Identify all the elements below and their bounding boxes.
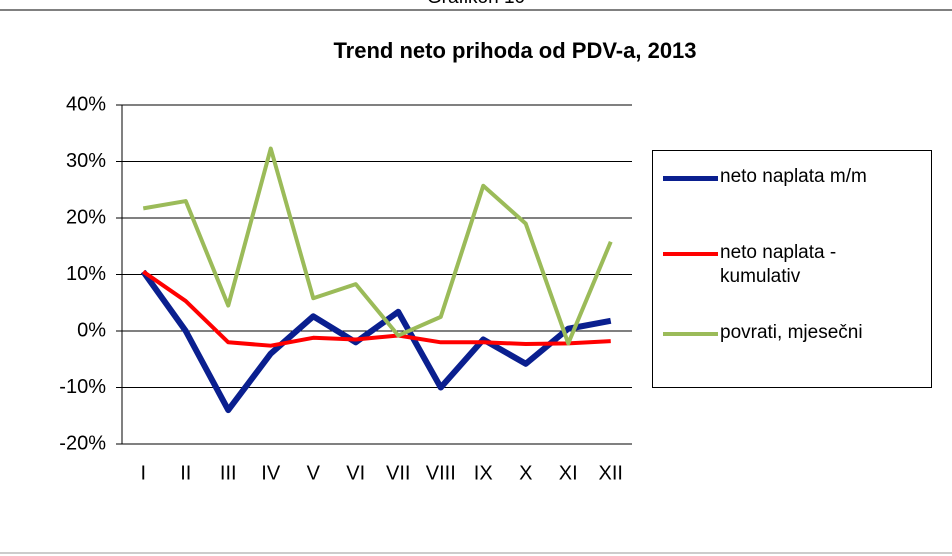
legend-item: povrati, mjesečni: [663, 321, 920, 345]
legend-label: neto naplata m/m: [720, 166, 867, 187]
series-line: [142, 146, 613, 346]
series-line: [140, 269, 612, 414]
x-tick-label: X: [519, 462, 532, 484]
x-tick-label: IX: [474, 462, 493, 484]
y-tick-label: 30%: [66, 150, 106, 172]
y-tick-label: 20%: [66, 206, 106, 228]
x-tick-label: XII: [599, 462, 623, 484]
series-line: [142, 270, 611, 348]
legend-label: povrati, mjesečni: [720, 322, 863, 343]
x-tick-label: XI: [559, 462, 578, 484]
x-tick-label: VI: [346, 462, 365, 484]
legend: neto naplata m/m neto naplata - kumulativ…: [652, 150, 932, 388]
legend-swatch: [663, 252, 718, 256]
caption: Grafikon 10: [427, 0, 525, 8]
x-tick-label: I: [140, 462, 146, 484]
y-tick-label: 10%: [66, 263, 106, 285]
x-tick-label: III: [220, 462, 237, 484]
x-tick-label: V: [307, 462, 321, 484]
legend-swatch: [663, 332, 718, 336]
legend-swatch: [663, 176, 718, 181]
x-tick-label: IV: [261, 462, 281, 484]
x-tick-label: VII: [386, 462, 410, 484]
legend-item: neto naplata - kumulativ: [663, 241, 920, 289]
legend-item: neto naplata m/m: [663, 165, 920, 189]
y-tick-label: -20%: [59, 432, 106, 454]
legend-label: neto naplata - kumulativ: [720, 242, 837, 287]
x-tick-label: II: [180, 462, 191, 484]
y-tick-label: -10%: [59, 376, 106, 398]
x-tick-label: VIII: [426, 462, 456, 484]
y-tick-label: 0%: [77, 319, 106, 341]
chart-title: Trend neto prihoda od PDV-a, 2013: [333, 38, 696, 63]
y-tick-label: 40%: [66, 93, 106, 115]
